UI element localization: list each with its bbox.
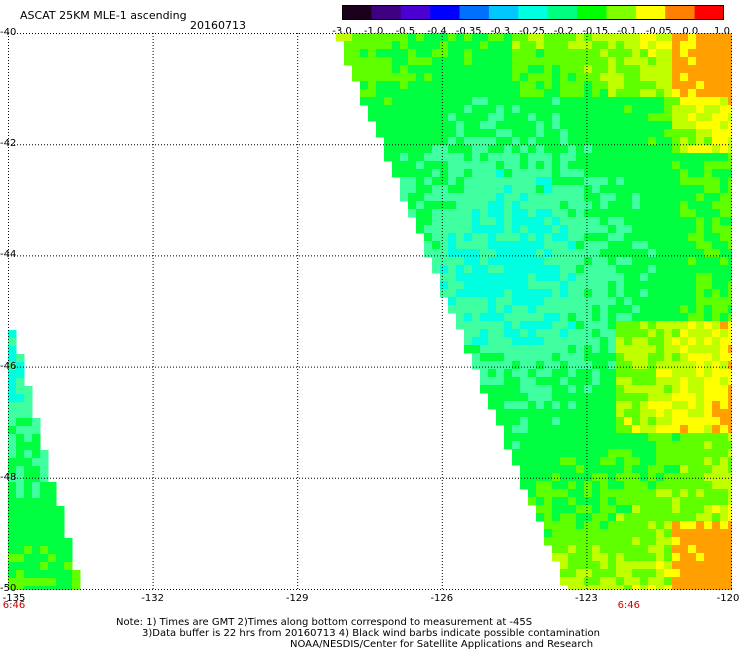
colorbar-label: -0.25: [519, 26, 545, 37]
colorbar-swatch: [635, 5, 666, 20]
colorbar-label: -0.15: [582, 26, 609, 37]
colorbar-swatch: [430, 5, 461, 20]
latitude-label: -48: [0, 471, 17, 483]
colorbar-swatch: [547, 5, 578, 20]
colorbar-label: 1.0: [714, 26, 730, 37]
latitude-label: -40: [0, 27, 17, 38]
longitude-label: -120: [716, 593, 740, 604]
colorbar: [342, 5, 725, 20]
colorbar-label: -0.2: [553, 26, 574, 37]
latitude-label: -42: [0, 138, 17, 150]
colorbar-label: -1.0: [363, 26, 384, 37]
map-plot-area: [8, 33, 732, 590]
colorbar-label: -0.5: [395, 26, 416, 37]
map-title: ASCAT 25KM MLE-1 ascending: [20, 9, 187, 22]
grid-lines: [8, 33, 732, 590]
longitude-label: -135: [2, 593, 26, 604]
latitude-label: -50: [0, 583, 17, 594]
colorbar-swatch: [694, 5, 725, 20]
swath-time-label: 6:46: [617, 600, 641, 611]
colorbar-swatch: [488, 5, 519, 20]
colorbar-label: 0.0: [682, 26, 699, 37]
longitude-label: -126: [430, 593, 454, 604]
note-line-3: NOAA/NESDIS/Center for Satellite Applica…: [290, 639, 594, 650]
colorbar-label: -0.4: [427, 26, 447, 37]
swath-time-label: 6:46: [2, 600, 26, 611]
colorbar-label: -0.1: [617, 26, 637, 37]
colorbar-swatch: [606, 5, 637, 20]
colorbar-swatches: [342, 5, 725, 20]
longitude-label: -123: [575, 593, 598, 604]
map-date: 20160713: [190, 19, 246, 32]
colorbar-label: -0.05: [645, 26, 672, 37]
colorbar-swatch: [577, 5, 607, 20]
longitude-label: -129: [285, 593, 309, 604]
colorbar-swatch: [459, 5, 490, 20]
colorbar-swatch: [665, 5, 696, 20]
colorbar-swatch: [400, 5, 431, 20]
wind-cells: [8, 33, 732, 590]
latitude-label: -44: [0, 249, 17, 261]
colorbar-label: -0.35: [455, 26, 482, 37]
colorbar-swatch: [371, 5, 402, 20]
colorbar-label: -0.3: [490, 26, 511, 37]
note-line-2: 3)Data buffer is 22 hrs from 20160713 4)…: [142, 628, 600, 639]
wind-field-plot: [8, 33, 732, 590]
colorbar-frame: [342, 5, 724, 20]
note-line-1: Note: 1) Times are GMT 2)Times along bot…: [116, 617, 533, 628]
colorbar-swatch: [518, 5, 549, 20]
colorbar-label: -3.0: [332, 26, 352, 37]
colorbar-swatch: [342, 5, 372, 20]
longitude-label: -132: [141, 593, 164, 604]
latitude-label: -46: [0, 360, 17, 372]
